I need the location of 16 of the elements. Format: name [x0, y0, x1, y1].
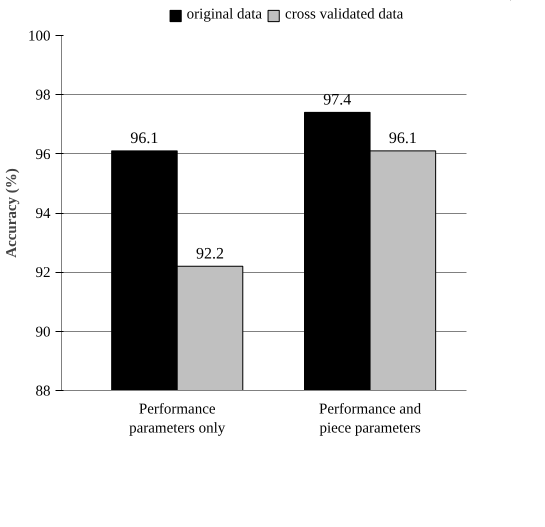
- data-label: 96.1: [130, 130, 158, 147]
- data-label: 92.2: [196, 245, 224, 262]
- y-tick-label: 90: [36, 324, 50, 340]
- y-tick-label: 98: [36, 88, 50, 104]
- data-label: 96.1: [388, 130, 417, 147]
- x-tick-label: Performance and piece parameters: [319, 402, 422, 437]
- y-tick-label: 100: [28, 28, 50, 44]
- x-tick-label: Performance parameters only: [129, 402, 226, 437]
- y-tick-label: 92: [36, 265, 50, 282]
- y-tick-label: 88: [36, 384, 50, 400]
- legend-label: original data: [186, 6, 262, 24]
- legend-label: cross validated data: [285, 6, 404, 24]
- y-axis-title: Accuracy (%): [4, 168, 20, 258]
- y-tick-label: 94: [36, 206, 51, 222]
- y-tick-label: 96: [36, 146, 51, 163]
- data-label: 97.4: [323, 91, 352, 108]
